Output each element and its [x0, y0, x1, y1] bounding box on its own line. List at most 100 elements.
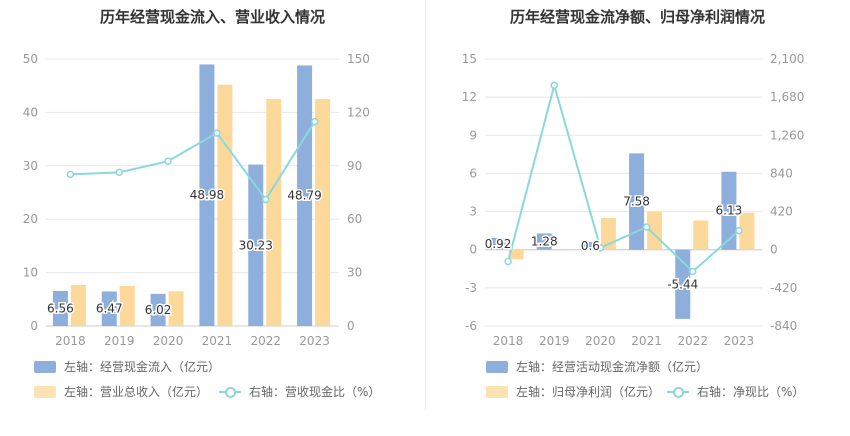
data-label: 6.56	[47, 301, 74, 315]
x-axis-tick: 2019	[539, 334, 570, 348]
bar-primary[interactable]	[52, 290, 68, 326]
legend-item[interactable]: 右轴：净现比（%）	[667, 383, 804, 400]
left-axis-tick: 0	[30, 319, 38, 333]
legend-label: 左轴：营业总收入（亿元）	[64, 385, 209, 399]
legend-item[interactable]: 左轴：经营活动现金流净额（亿元）	[486, 358, 708, 375]
right-axis-tick: 0	[770, 243, 778, 257]
legend-label: 右轴：营收现金比（%）	[249, 385, 381, 399]
bar-primary[interactable]	[721, 171, 737, 250]
bar-secondary[interactable]	[119, 285, 135, 326]
left-axis-tick: 6	[469, 166, 477, 180]
left-axis-tick: 15	[462, 52, 477, 66]
line-point[interactable]	[504, 257, 512, 266]
data-label: 48.79	[287, 189, 321, 203]
x-axis-tick: 2019	[104, 334, 135, 348]
x-axis-tick: 2018	[55, 334, 86, 348]
legend-swatch-bar	[34, 360, 56, 373]
line-point[interactable]	[689, 267, 697, 276]
x-axis-tick: 2018	[493, 334, 524, 348]
bar-primary[interactable]	[490, 238, 506, 250]
line-point[interactable]	[115, 168, 123, 177]
bar-primary[interactable]	[248, 164, 264, 326]
legend-item[interactable]: 左轴：营业总收入（亿元）	[34, 383, 208, 400]
bar-secondary[interactable]	[266, 99, 282, 326]
left-axis-tick: -6	[465, 319, 477, 333]
bar-secondary[interactable]	[217, 84, 233, 326]
chart-title-left: 历年经营现金流入、营业收入情况	[99, 8, 325, 26]
data-label: 1.28	[531, 235, 558, 249]
line-point[interactable]	[262, 195, 270, 204]
right-axis-tick: 60	[347, 212, 362, 226]
data-label: -5.44	[667, 277, 698, 291]
data-label: 0.92	[485, 237, 512, 251]
bar-primary[interactable]	[199, 64, 215, 326]
line-point[interactable]	[735, 226, 743, 235]
data-label: 30.23	[239, 238, 273, 252]
legend-line-icon	[219, 386, 241, 398]
line-point[interactable]	[550, 81, 558, 90]
x-axis-tick: 2022	[677, 334, 708, 348]
bar-secondary[interactable]	[647, 211, 663, 250]
legend-swatch-bar	[486, 360, 508, 373]
right-axis-tick: 420	[770, 205, 793, 219]
data-label: 6.47	[96, 302, 123, 316]
bar-primary[interactable]	[101, 291, 117, 326]
x-axis-tick: 2023	[299, 334, 330, 348]
legend-line-icon	[667, 386, 689, 398]
x-axis-tick: 2022	[250, 334, 281, 348]
left-axis-tick: 0	[469, 243, 477, 257]
right-axis-tick: 1,260	[770, 128, 804, 142]
data-label: 48.98	[190, 188, 224, 202]
x-axis-tick: 2020	[585, 334, 616, 348]
bar-secondary[interactable]	[554, 249, 570, 250]
bar-primary[interactable]	[629, 153, 645, 250]
right-axis-tick: 150	[347, 52, 370, 66]
right-axis-tick: 30	[347, 266, 362, 280]
right-axis-tick: 0	[347, 319, 355, 333]
x-axis-tick: 2021	[631, 334, 662, 348]
line-point[interactable]	[310, 117, 319, 126]
bar-primary[interactable]	[536, 233, 552, 250]
left-axis-tick: 30	[23, 159, 38, 173]
left-axis-tick: 9	[469, 128, 477, 142]
left-axis-tick: 50	[23, 52, 38, 66]
data-label: 6.02	[145, 303, 172, 317]
bar-secondary[interactable]	[70, 284, 86, 326]
x-axis-tick: 2020	[153, 334, 184, 348]
bar-secondary[interactable]	[693, 220, 709, 250]
right-axis-tick: -420	[770, 281, 797, 295]
chart-net-cashflow-profit: -6 -3 0 3 6 9 12 15 -840 -420 0 420 840 1,260 1,680 2,1…	[462, 52, 805, 348]
line-point[interactable]	[66, 170, 75, 179]
right-axis-tick: -840	[770, 319, 797, 333]
bar-secondary[interactable]	[315, 99, 331, 326]
chart-title-right: 历年经营现金流净额、归母净利润情况	[509, 8, 765, 26]
line-point[interactable]	[642, 223, 651, 231]
bar-primary[interactable]	[150, 293, 166, 326]
bar-secondary[interactable]	[508, 249, 524, 260]
line-point[interactable]	[596, 244, 605, 252]
line-point[interactable]	[213, 129, 221, 137]
legend-item[interactable]: 左轴：归母净利润（亿元）	[486, 383, 660, 400]
line-point[interactable]	[164, 157, 172, 165]
left-axis-tick: 3	[469, 205, 477, 219]
legend-item[interactable]: 右轴：营收现金比（%）	[219, 383, 380, 400]
right-axis-tick: 120	[347, 105, 370, 119]
legend-item[interactable]: 左轴：经营现金流入（亿元）	[34, 358, 220, 375]
line-series	[507, 81, 740, 273]
data-label: 0.6	[581, 239, 600, 253]
line-series	[70, 121, 316, 202]
bar-primary[interactable]	[582, 242, 598, 250]
legend-label: 左轴：归母净利润（亿元）	[516, 385, 661, 399]
left-axis-tick: 20	[23, 212, 38, 226]
bar-primary[interactable]	[675, 249, 691, 319]
divider	[425, 0, 426, 410]
left-axis-tick: 40	[23, 105, 38, 119]
left-axis-tick: -3	[465, 281, 477, 295]
legend-swatch-bar	[486, 385, 508, 398]
bar-secondary[interactable]	[168, 291, 184, 326]
legend-swatch-bar	[34, 385, 56, 398]
bar-secondary[interactable]	[739, 212, 755, 250]
legend-label: 右轴：净现比（%）	[697, 385, 805, 399]
right-axis-tick: 1,680	[770, 90, 804, 104]
